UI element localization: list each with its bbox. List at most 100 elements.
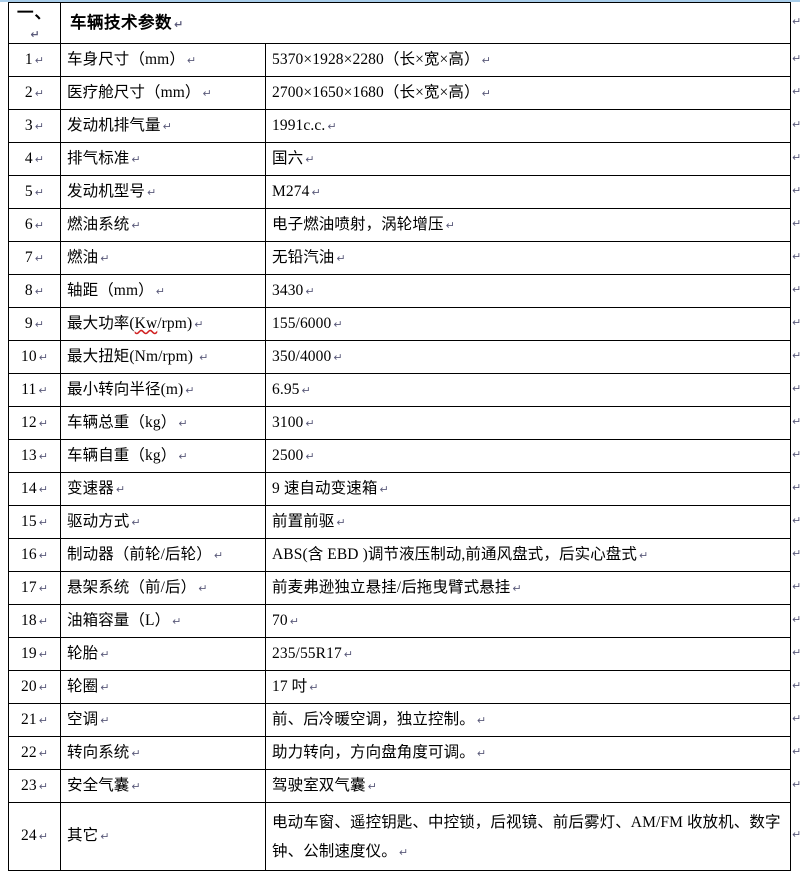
table-row: 24 ↵ 其它 ↵ 电动车窗、遥控钥匙、中控锁，后视镜、前后雾灯、AM/FM 收放机、数…	[8, 802, 791, 871]
row-value-text: 2700×1650×1680（长×宽×高）	[272, 83, 480, 101]
row-label-text: /rpm)	[157, 314, 193, 332]
margin-paragraph-mark-icon: ↵	[792, 184, 800, 197]
row-label-text: 安全气囊	[67, 776, 130, 794]
table-row: 5 ↵ 发动机型号 ↵ M274 ↵	[8, 175, 791, 210]
row-index-text: 17	[20, 578, 37, 596]
paragraph-mark-icon: ↵	[38, 449, 49, 463]
paragraph-mark-icon: ↵	[213, 548, 224, 562]
row-value-text: M274	[272, 182, 310, 200]
paragraph-mark-icon: ↵	[34, 53, 45, 67]
row-value-text: 无铅汽油	[272, 248, 335, 266]
row-value-text: 国六	[272, 149, 304, 167]
row-index-text: 18	[20, 611, 37, 629]
row-label-text: 轮胎	[67, 644, 99, 662]
margin-paragraph-mark-icon: ↵	[792, 52, 800, 65]
row-value-text: 235/55R17	[272, 644, 342, 662]
paragraph-mark-icon: ↵	[38, 581, 49, 595]
row-label-cell: 燃油系统 ↵	[60, 208, 266, 243]
row-index-cell: 12 ↵	[8, 406, 61, 441]
row-index-text: 5	[24, 182, 33, 200]
row-index-cell: 21 ↵	[8, 703, 61, 738]
paragraph-mark-icon: ↵	[301, 383, 311, 397]
table-row: 9 ↵ 最大功率(Kw/rpm) ↵ 155/6000 ↵	[8, 307, 791, 342]
paragraph-mark-icon: ↵	[289, 614, 300, 628]
table-row: 3 ↵ 发动机排气量 ↵ 1991c.c. ↵	[8, 109, 791, 144]
row-label-cell: 其它 ↵	[60, 802, 266, 871]
row-label-text: 燃油	[67, 248, 99, 266]
row-value-cell: M274 ↵	[265, 175, 791, 210]
row-label-text: 发动机排气量	[67, 116, 161, 134]
paragraph-mark-icon: ↵	[147, 185, 157, 199]
row-label-text: 车辆自重（kg）	[67, 446, 177, 464]
row-value-cell: 235/55R17 ↵	[265, 637, 791, 672]
margin-paragraph-mark-icon: ↵	[792, 448, 800, 461]
row-value-text: 3100	[272, 413, 304, 431]
paragraph-mark-icon: ↵	[38, 614, 49, 628]
row-index-cell: 4 ↵	[8, 142, 61, 177]
paragraph-mark-icon: ↵	[131, 515, 141, 529]
row-index-cell: 17 ↵	[8, 571, 61, 606]
table-row: 17 ↵ 悬架系统（前/后） ↵ 前麦弗逊独立悬挂/后拖曳臂式悬挂 ↵	[8, 571, 791, 606]
row-value-cell: 驾驶室双气囊 ↵	[265, 769, 791, 804]
paragraph-mark-icon: ↵	[398, 846, 409, 860]
row-value-cell: 前置前驱 ↵	[265, 505, 791, 540]
table-row: 20 ↵ 轮圈 ↵ 17 吋 ↵	[8, 670, 791, 705]
paragraph-mark-icon: ↵	[38, 383, 48, 397]
row-value-text: 1991c.c.	[272, 116, 326, 134]
paragraph-mark-icon: ↵	[38, 779, 49, 793]
table-row: 2 ↵ 医疗舱尺寸（mm） ↵ 2700×1650×1680（长×宽×高） ↵	[8, 76, 791, 111]
row-label-cell: 车辆自重（kg） ↵	[60, 439, 266, 474]
row-label-cell: 轮圈 ↵	[60, 670, 266, 705]
table-row: 10 ↵ 最大扭矩(Nm/rpm) ↵ 350/4000 ↵	[8, 340, 791, 375]
row-value-text: 3430	[272, 281, 304, 299]
paragraph-mark-icon: ↵	[34, 152, 45, 166]
paragraph-mark-icon: ↵	[336, 251, 346, 265]
row-value-text: 350/4000	[272, 347, 332, 365]
row-value-cell: 9 速自动变速箱 ↵	[265, 472, 791, 507]
row-label-text: 车辆总重（kg）	[67, 413, 177, 431]
row-label-cell: 最大扭矩(Nm/rpm) ↵	[60, 340, 266, 375]
row-value-cell: 助力转向，方向盘角度可调。 ↵	[265, 736, 791, 771]
row-label-text: 轮圈	[67, 677, 99, 695]
margin-paragraph-mark-icon: ↵	[792, 828, 800, 841]
row-label-cell: 医疗舱尺寸（mm） ↵	[60, 76, 266, 111]
paragraph-mark-icon: ↵	[194, 317, 204, 331]
row-index-text: 19	[20, 644, 37, 662]
paragraph-mark-icon: ↵	[481, 53, 491, 67]
paragraph-mark-icon: ↵	[38, 548, 49, 562]
row-index-cell: 24 ↵	[8, 802, 61, 871]
paragraph-mark-icon: ↵	[34, 317, 45, 331]
row-label-cell: 车辆总重（kg） ↵	[60, 406, 266, 441]
paragraph-mark-icon: ↵	[311, 185, 321, 199]
paragraph-mark-icon: ↵	[639, 548, 649, 562]
paragraph-mark-icon: ↵	[38, 350, 49, 364]
row-label-text: 排气标准	[67, 149, 130, 167]
row-index-cell: 15 ↵	[8, 505, 61, 540]
row-label-cell: 制动器（前轮/后轮） ↵	[60, 538, 266, 573]
row-index-cell: 1 ↵	[8, 43, 61, 78]
row-value-cell: 2500 ↵	[265, 439, 791, 474]
page-top-rule	[0, 0, 800, 2]
margin-paragraph-mark-icon: ↵	[792, 250, 800, 263]
row-index-text: 6	[24, 215, 33, 233]
row-index-text: 9	[24, 314, 33, 332]
row-value-cell: 17 吋 ↵	[265, 670, 791, 705]
row-value-cell: 350/4000 ↵	[265, 340, 791, 375]
row-label-text: 最大扭矩(Nm/rpm)	[67, 347, 194, 365]
row-value-cell: 2700×1650×1680（长×宽×高） ↵	[265, 76, 791, 111]
row-index-cell: 11 ↵	[8, 373, 61, 408]
paragraph-mark-icon: ↵	[100, 647, 110, 661]
row-label-text: 悬架系统（前/后）	[67, 578, 197, 596]
margin-paragraph-mark-icon: ↵	[792, 481, 800, 494]
row-value-cell: 70 ↵	[265, 604, 791, 639]
paragraph-mark-icon: ↵	[343, 647, 354, 661]
row-index-text: 23	[20, 776, 37, 794]
header-section-number: 一、 ↵	[8, 1, 61, 45]
row-value-cell: ABS(含 EBD )调节液压制动,前通风盘式，后实心盘式 ↵	[265, 538, 791, 573]
paragraph-mark-icon: ↵	[445, 218, 455, 232]
row-index-cell: 8 ↵	[8, 274, 61, 309]
paragraph-mark-icon: ↵	[481, 86, 491, 100]
paragraph-mark-icon: ↵	[38, 482, 49, 496]
paragraph-mark-icon: ↵	[100, 830, 110, 844]
paragraph-mark-icon: ↵	[38, 515, 49, 529]
